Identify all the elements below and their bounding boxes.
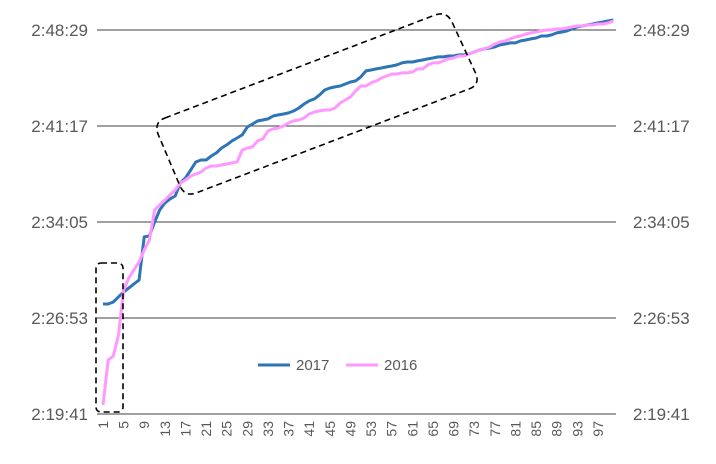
gridlines <box>97 29 616 415</box>
x-tick-label: 65 <box>425 421 441 437</box>
legend-label-2016: 2016 <box>384 357 417 374</box>
x-tick-label: 29 <box>239 421 255 437</box>
y-tick-label-right: 2:48:29 <box>633 21 690 40</box>
x-tick-label: 25 <box>219 421 235 437</box>
y-tick-label-left: 2:48:29 <box>31 21 88 40</box>
x-tick-label: 73 <box>466 421 482 437</box>
x-tick-label: 57 <box>384 421 400 437</box>
legend-label-2017: 2017 <box>296 357 329 374</box>
highlight-box-start <box>95 262 124 413</box>
x-tick-label: 97 <box>590 421 606 437</box>
x-tick-label: 5 <box>116 421 132 429</box>
x-tick-label: 37 <box>281 421 297 437</box>
y-axis-left: 2:19:41 2:26:53 2:34:05 2:41:17 2:48:29 <box>31 21 88 424</box>
x-tick-label: 17 <box>177 421 193 437</box>
series-line-2017 <box>103 18 614 306</box>
legend: 2017 2016 <box>258 357 417 374</box>
x-tick-label: 45 <box>322 421 338 437</box>
y-tick-label-right: 2:19:41 <box>633 405 690 424</box>
series-line-2016 <box>101 19 614 406</box>
y-tick-label-left: 2:41:17 <box>31 117 88 136</box>
x-tick-label: 61 <box>404 421 420 437</box>
x-tick-label: 33 <box>260 421 276 437</box>
series-lines <box>101 18 614 406</box>
x-tick-label: 85 <box>528 421 544 437</box>
x-tick-label: 81 <box>507 421 523 437</box>
x-tick-label: 93 <box>569 421 585 437</box>
x-tick-label: 21 <box>198 421 214 437</box>
x-tick-label: 69 <box>446 421 462 437</box>
x-tick-label: 1 <box>95 421 111 429</box>
y-axis-right: 2:19:41 2:26:53 2:34:05 2:41:17 2:48:29 <box>633 21 690 424</box>
x-axis: 1 5 9 13 17 21 25 29 33 37 41 45 49 53 57 61 65 69 73 77 81 8… <box>95 421 606 437</box>
x-tick-label: 41 <box>301 421 317 437</box>
x-tick-label: 49 <box>342 421 358 437</box>
y-tick-label-right: 2:41:17 <box>633 117 690 136</box>
y-tick-label-left: 2:19:41 <box>31 405 88 424</box>
x-tick-label: 9 <box>136 421 152 429</box>
x-tick-label: 13 <box>157 421 173 437</box>
y-tick-label-right: 2:26:53 <box>633 309 690 328</box>
highlight-box-middle <box>156 13 478 195</box>
x-tick-label: 53 <box>363 421 379 437</box>
y-tick-label-left: 2:34:05 <box>31 213 88 232</box>
x-tick-label: 89 <box>549 421 565 437</box>
x-tick-label: 77 <box>487 421 503 437</box>
y-tick-label-right: 2:34:05 <box>633 213 690 232</box>
y-tick-label-left: 2:26:53 <box>31 309 88 328</box>
